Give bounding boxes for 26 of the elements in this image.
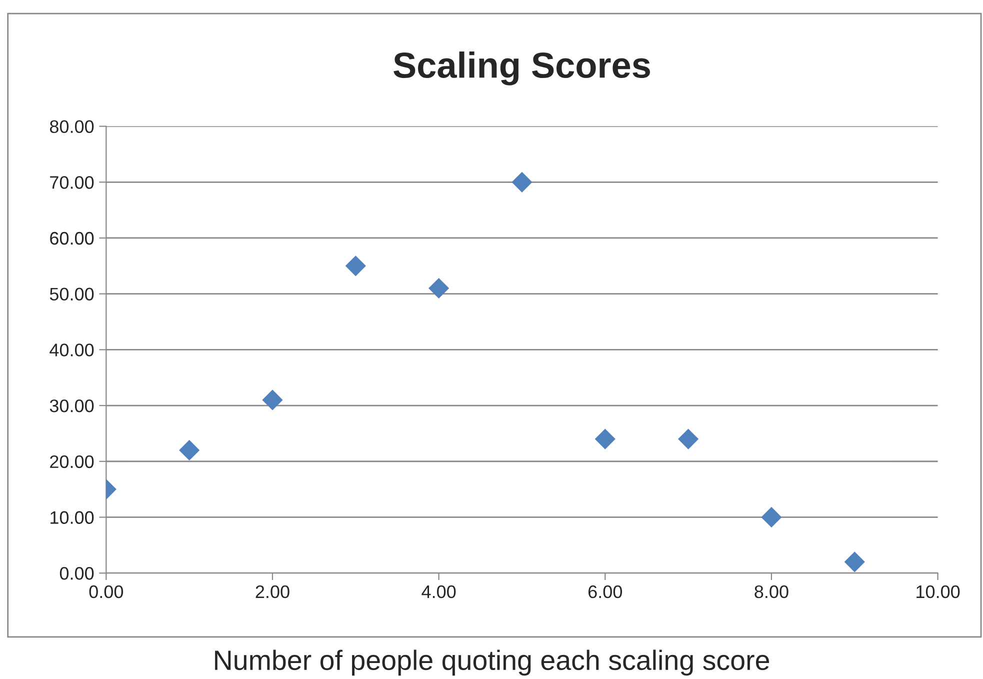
point [594,428,616,450]
point [345,256,366,276]
point [678,428,699,450]
x-tick-label: 2.00 [256,585,290,598]
x-tick-label: 0.00 [89,585,124,598]
x-tick-label: 8.00 [754,585,788,598]
x-tick-label: 6.00 [588,585,622,598]
point [428,278,450,299]
y-tick-label: 80.00 [50,120,94,134]
x-axis-title: Number of people quoting each scaling score [215,650,770,676]
x-tick-label: 4.00 [422,585,456,598]
y-tick-label: 20.00 [50,455,94,468]
chart-title: Scaling Scores [394,52,650,86]
y-tick-label: 70.00 [50,176,94,189]
point [844,552,865,572]
point [512,172,532,192]
y-tick-label: 0.00 [60,567,94,580]
y-tick-label: 50.00 [50,288,94,301]
y-tick-label: 10.00 [50,511,94,524]
point [761,506,782,528]
x-tick-label: 10.00 [916,585,960,598]
y-tick-label: 60.00 [50,232,94,245]
y-tick-label: 30.00 [50,399,94,412]
point [179,440,200,461]
y-tick-label: 40.00 [50,344,94,356]
point [262,390,283,410]
